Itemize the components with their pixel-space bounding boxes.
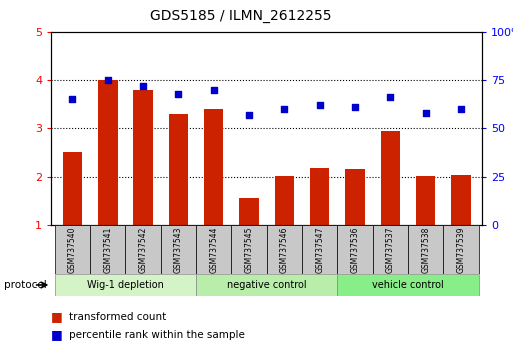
Bar bbox=[126, 225, 161, 274]
Bar bbox=[161, 225, 196, 274]
Text: ■: ■ bbox=[51, 328, 63, 341]
Text: Wig-1 depletion: Wig-1 depletion bbox=[87, 280, 164, 290]
Point bbox=[174, 91, 183, 96]
Text: GSM737544: GSM737544 bbox=[209, 226, 218, 273]
Bar bbox=[451, 175, 471, 225]
Text: GSM737537: GSM737537 bbox=[386, 226, 395, 273]
Bar bbox=[90, 225, 126, 274]
Bar bbox=[196, 225, 231, 274]
Point bbox=[139, 83, 147, 89]
Bar bbox=[55, 225, 90, 274]
Point bbox=[280, 106, 288, 112]
Text: GSM737540: GSM737540 bbox=[68, 226, 77, 273]
Point bbox=[351, 104, 359, 110]
Bar bbox=[408, 225, 443, 274]
Bar bbox=[274, 176, 294, 225]
Point bbox=[386, 95, 394, 100]
Bar bbox=[133, 90, 153, 225]
Text: GSM737545: GSM737545 bbox=[245, 226, 253, 273]
Bar bbox=[204, 109, 224, 225]
Text: vehicle control: vehicle control bbox=[372, 280, 444, 290]
Text: GSM737536: GSM737536 bbox=[350, 226, 360, 273]
Bar bbox=[373, 225, 408, 274]
Bar bbox=[443, 225, 479, 274]
Bar bbox=[302, 225, 338, 274]
Text: GSM737546: GSM737546 bbox=[280, 226, 289, 273]
Bar bbox=[240, 198, 259, 225]
Text: GSM737538: GSM737538 bbox=[421, 226, 430, 273]
Point bbox=[210, 87, 218, 93]
Text: GSM737543: GSM737543 bbox=[174, 226, 183, 273]
Text: GDS5185 / ILMN_2612255: GDS5185 / ILMN_2612255 bbox=[150, 9, 332, 23]
Text: GSM737547: GSM737547 bbox=[315, 226, 324, 273]
Bar bbox=[310, 169, 329, 225]
Point bbox=[68, 97, 76, 102]
Bar bbox=[98, 80, 117, 225]
Point bbox=[422, 110, 430, 116]
Bar bbox=[338, 225, 373, 274]
Bar bbox=[63, 153, 82, 225]
Bar bbox=[345, 169, 365, 225]
Point bbox=[457, 106, 465, 112]
Text: protocol: protocol bbox=[4, 280, 47, 290]
Point bbox=[245, 112, 253, 118]
Point bbox=[315, 102, 324, 108]
Text: GSM737541: GSM737541 bbox=[103, 226, 112, 273]
Bar bbox=[231, 225, 267, 274]
Point bbox=[104, 77, 112, 83]
Text: GSM737539: GSM737539 bbox=[457, 226, 465, 273]
Text: negative control: negative control bbox=[227, 280, 307, 290]
Bar bbox=[169, 114, 188, 225]
Bar bbox=[381, 131, 400, 225]
Text: GSM737542: GSM737542 bbox=[139, 226, 148, 273]
Bar bbox=[416, 176, 436, 225]
Text: transformed count: transformed count bbox=[69, 312, 167, 322]
Bar bbox=[267, 225, 302, 274]
Bar bbox=[55, 274, 196, 296]
Text: ■: ■ bbox=[51, 310, 63, 323]
Text: percentile rank within the sample: percentile rank within the sample bbox=[69, 330, 245, 339]
Bar bbox=[338, 274, 479, 296]
Bar bbox=[196, 274, 338, 296]
